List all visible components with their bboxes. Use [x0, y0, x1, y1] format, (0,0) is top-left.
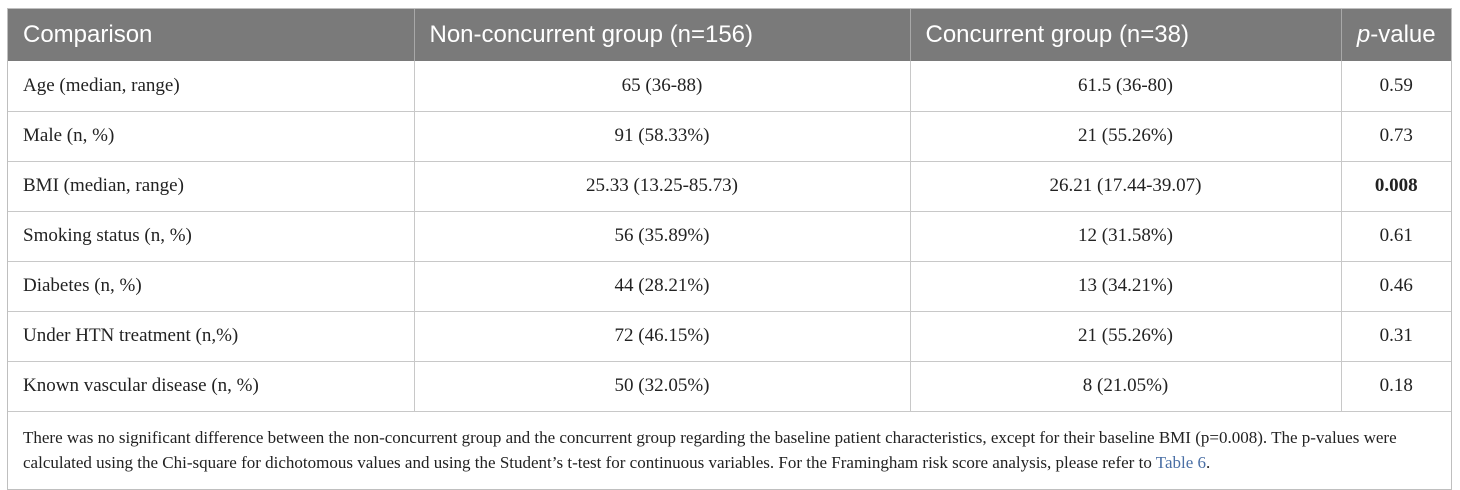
- cell-p-value: 0.18: [1379, 375, 1413, 397]
- table-row: Under HTN treatment (n,%) 72 (46.15%) 21…: [8, 311, 1451, 362]
- cell-concurrent: 13 (34.21%): [910, 261, 1342, 312]
- cell-concurrent: 21 (55.26%): [910, 111, 1342, 162]
- header-p-rest: -value: [1370, 21, 1436, 48]
- header-concurrent: Concurrent group (n=38): [910, 9, 1342, 61]
- cell-p-value: 0.59: [1341, 61, 1451, 112]
- header-comparison: Comparison: [8, 9, 415, 61]
- row-label: Under HTN treatment (n,%): [8, 311, 415, 362]
- table-row: Known vascular disease (n, %) 50 (32.05%…: [8, 361, 1451, 411]
- header-p-value: p-value: [1341, 9, 1451, 61]
- table-row: Smoking status (n, %) 56 (35.89%) 12 (31…: [8, 211, 1451, 262]
- row-label: Diabetes (n, %): [8, 261, 415, 312]
- cell-concurrent: 61.5 (36-80): [910, 61, 1342, 112]
- cell-concurrent: 21 (55.26%): [910, 311, 1342, 362]
- header-p-italic: p: [1356, 21, 1371, 48]
- table-footnote: There was no significant difference betw…: [8, 411, 1451, 489]
- header-row: Comparison Non-concurrent group (n=156) …: [8, 9, 1451, 61]
- cell-concurrent: 26.21 (17.44-39.07): [910, 161, 1342, 212]
- cell-p-value-significant: 0.008: [1341, 161, 1451, 212]
- cell-non-concurrent: 72 (46.15%): [414, 311, 911, 362]
- cell-p-value: 0.61: [1341, 211, 1451, 262]
- header-non-concurrent: Non-concurrent group (n=156): [414, 9, 911, 61]
- table-6-link[interactable]: Table 6: [1155, 453, 1207, 472]
- cell-non-concurrent: 91 (58.33%): [414, 111, 911, 162]
- row-label: Smoking status (n, %): [8, 211, 415, 262]
- table-container: Comparison Non-concurrent group (n=156) …: [7, 8, 1452, 490]
- table-row: Male (n, %) 91 (58.33%) 21 (55.26%) 0.73: [8, 111, 1451, 162]
- cell-concurrent: 12 (31.58%): [910, 211, 1342, 262]
- table-row: BMI (median, range) 25.33 (13.25-85.73) …: [8, 161, 1451, 212]
- baseline-characteristics-table: Comparison Non-concurrent group (n=156) …: [8, 9, 1451, 411]
- table-row: Age (median, range) 65 (36-88) 61.5 (36-…: [8, 61, 1451, 112]
- cell-non-concurrent: 50 (32.05%): [414, 361, 911, 411]
- row-label: Known vascular disease (n, %): [8, 361, 415, 411]
- cell-p-value: 0.46: [1341, 261, 1451, 312]
- cell-non-concurrent: 65 (36-88): [414, 61, 911, 112]
- cell-p-value: 0.31: [1341, 311, 1451, 362]
- table-row: Diabetes (n, %) 44 (28.21%) 13 (34.21%) …: [8, 261, 1451, 312]
- cell-non-concurrent: 25.33 (13.25-85.73): [414, 161, 911, 212]
- row-label: BMI (median, range): [8, 161, 415, 212]
- cell-p-value: 0.73: [1341, 111, 1451, 162]
- cell-non-concurrent: 44 (28.21%): [414, 261, 911, 312]
- cell-non-concurrent: 56 (35.89%): [414, 211, 911, 262]
- footnote-text: There was no significant difference betw…: [23, 428, 1397, 472]
- cell-concurrent: 8 (21.05%): [910, 361, 1342, 411]
- row-label: Male (n, %): [8, 111, 415, 162]
- row-label: Age (median, range): [8, 61, 415, 112]
- footnote-end: .: [1206, 453, 1211, 472]
